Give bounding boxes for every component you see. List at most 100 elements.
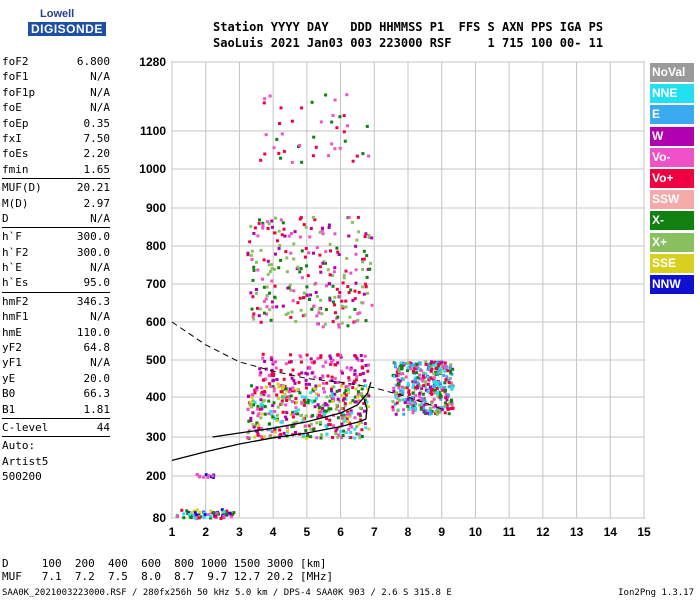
- echo-point: [407, 406, 411, 410]
- echo-point: [428, 409, 432, 413]
- echo-point: [361, 285, 365, 289]
- param-separator: [2, 227, 110, 229]
- echo-point: [437, 407, 440, 411]
- echo-point: [252, 265, 256, 269]
- echo-point: [449, 371, 453, 375]
- param-row: foF1 N/A: [2, 69, 110, 84]
- echo-point: [261, 221, 265, 225]
- echo-point: [289, 288, 293, 292]
- echo-point: [395, 401, 399, 405]
- echo-point: [203, 511, 207, 515]
- param-row: Artist5: [2, 454, 110, 469]
- echo-point: [360, 301, 364, 305]
- echo-point: [289, 232, 293, 235]
- echo-point: [353, 307, 357, 311]
- echo-point: [369, 261, 373, 265]
- y-tick-label: 300: [146, 430, 166, 444]
- param-row: hmF2 346.3: [2, 294, 110, 309]
- echo-point: [349, 401, 352, 405]
- echo-point: [391, 408, 395, 412]
- echo-point: [327, 154, 331, 158]
- echo-point: [286, 286, 290, 290]
- echo-point: [361, 152, 365, 156]
- logo-line1: Lowell: [40, 8, 75, 20]
- echo-point: [214, 514, 218, 518]
- echo-point: [246, 436, 250, 439]
- echo-point: [330, 120, 334, 124]
- echo-point: [331, 399, 335, 403]
- echo-point: [309, 422, 313, 426]
- echo-point: [339, 429, 343, 433]
- echo-point: [292, 257, 296, 261]
- param-row: h`F2 300.0: [2, 245, 110, 260]
- echo-point: [259, 435, 263, 438]
- echo-point: [325, 403, 328, 407]
- echo-point: [417, 366, 421, 370]
- echo-point: [347, 291, 351, 294]
- echo-point: [434, 404, 438, 408]
- echo-point: [432, 378, 435, 382]
- echo-point: [330, 394, 334, 398]
- echo-point: [343, 419, 347, 423]
- echo-point: [195, 517, 199, 521]
- echo-point: [341, 281, 345, 285]
- echo-point: [323, 322, 327, 326]
- param-key: foF1: [2, 70, 29, 84]
- echo-point: [268, 382, 271, 386]
- echo-point: [300, 106, 304, 110]
- station-header: Station YYYY DAY DDD HHMMSS P1 FFS S AXN…: [213, 19, 603, 51]
- param-key: C-level: [2, 420, 49, 434]
- echo-point: [275, 137, 279, 141]
- echo-point: [329, 356, 333, 360]
- echo-point: [329, 249, 332, 253]
- param-value: N/A: [90, 85, 110, 99]
- echo-point: [286, 311, 290, 315]
- echo-point: [300, 402, 304, 405]
- echo-point: [321, 325, 325, 329]
- echo-point: [304, 396, 308, 400]
- echo-point: [291, 412, 295, 416]
- echo-point: [222, 514, 226, 518]
- echo-point: [338, 291, 342, 294]
- param-value: N/A: [90, 261, 110, 275]
- echo-point: [323, 414, 326, 418]
- echo-point: [364, 363, 368, 367]
- echo-point: [274, 360, 278, 364]
- echo-point: [193, 511, 197, 515]
- echo-point: [315, 314, 319, 318]
- echo-point: [423, 398, 427, 402]
- echo-point: [320, 433, 324, 437]
- echo-point: [277, 229, 281, 233]
- logo-line2: DIGISONDE: [28, 22, 106, 36]
- echo-point: [439, 397, 443, 401]
- echo-point: [342, 407, 345, 411]
- echo-point: [350, 220, 354, 224]
- echo-point: [363, 395, 367, 399]
- echo-point: [266, 259, 270, 263]
- echo-point: [277, 151, 281, 155]
- echo-point: [263, 359, 267, 363]
- echo-point: [285, 270, 289, 274]
- echo-point: [280, 132, 284, 136]
- echo-point: [357, 399, 361, 403]
- echo-point: [296, 265, 300, 269]
- echo-point: [355, 356, 359, 360]
- echo-point: [344, 305, 348, 309]
- echo-point: [286, 429, 290, 433]
- echo-point: [367, 427, 371, 431]
- echo-point: [343, 402, 347, 405]
- echo-point: [343, 391, 347, 395]
- echo-point: [348, 421, 352, 425]
- echo-point: [434, 412, 437, 415]
- echo-point: [322, 409, 326, 413]
- echo-point: [255, 288, 258, 291]
- echo-point: [324, 261, 327, 265]
- echo-point: [436, 372, 440, 376]
- echo-point: [392, 386, 396, 390]
- echo-point: [451, 367, 455, 371]
- legend-item-x-: X-: [650, 211, 694, 231]
- echo-point: [412, 369, 415, 373]
- param-value: 2.97: [83, 196, 111, 210]
- echo-point: [305, 264, 308, 268]
- echo-point: [319, 298, 323, 302]
